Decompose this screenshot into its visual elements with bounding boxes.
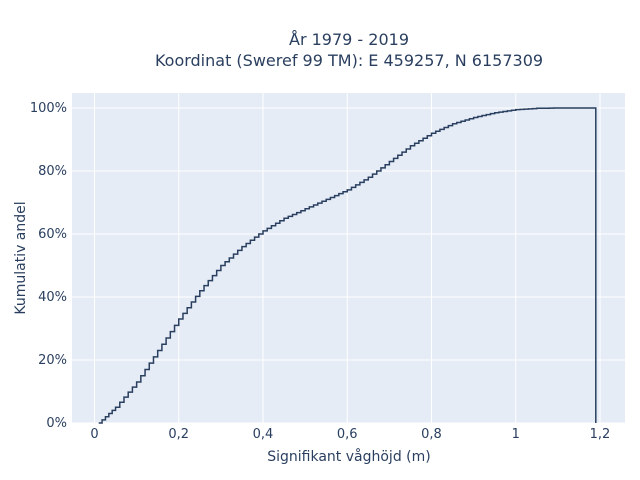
x-tick-label: 1,2	[590, 427, 611, 442]
x-tick-label: 0,8	[421, 427, 442, 442]
y-axis-title: Kumulativ andel	[13, 201, 29, 314]
y-tick-label: 100%	[30, 101, 67, 116]
x-tick-label: 0,6	[337, 427, 358, 442]
x-tick-label: 1	[512, 427, 520, 442]
chart-title-line2: Koordinat (Sweref 99 TM): E 459257, N 61…	[155, 51, 543, 70]
x-tick-label: 0,4	[253, 427, 274, 442]
y-tick-label: 20%	[38, 353, 67, 368]
x-gridlines	[94, 93, 601, 423]
x-tick-label: 0	[90, 427, 98, 442]
plot-background	[72, 93, 625, 423]
y-tick-label: 40%	[38, 290, 67, 305]
x-axis-title: Signifikant våghöjd (m)	[267, 448, 430, 465]
y-gridlines	[72, 107, 625, 424]
y-tick-labels: 0% 20% 40% 60% 80% 100%	[30, 101, 67, 431]
y-tick-label: 60%	[38, 227, 67, 242]
chart-title-line1: År 1979 - 2019	[289, 30, 409, 49]
y-tick-label: 80%	[38, 164, 67, 179]
cdf-step-line	[98, 107, 597, 424]
x-tick-labels: 0 0,2 0,4 0,6 0,8 1 1,2	[90, 427, 610, 442]
x-tick-label: 0,2	[168, 427, 189, 442]
y-tick-label: 0%	[46, 416, 67, 431]
